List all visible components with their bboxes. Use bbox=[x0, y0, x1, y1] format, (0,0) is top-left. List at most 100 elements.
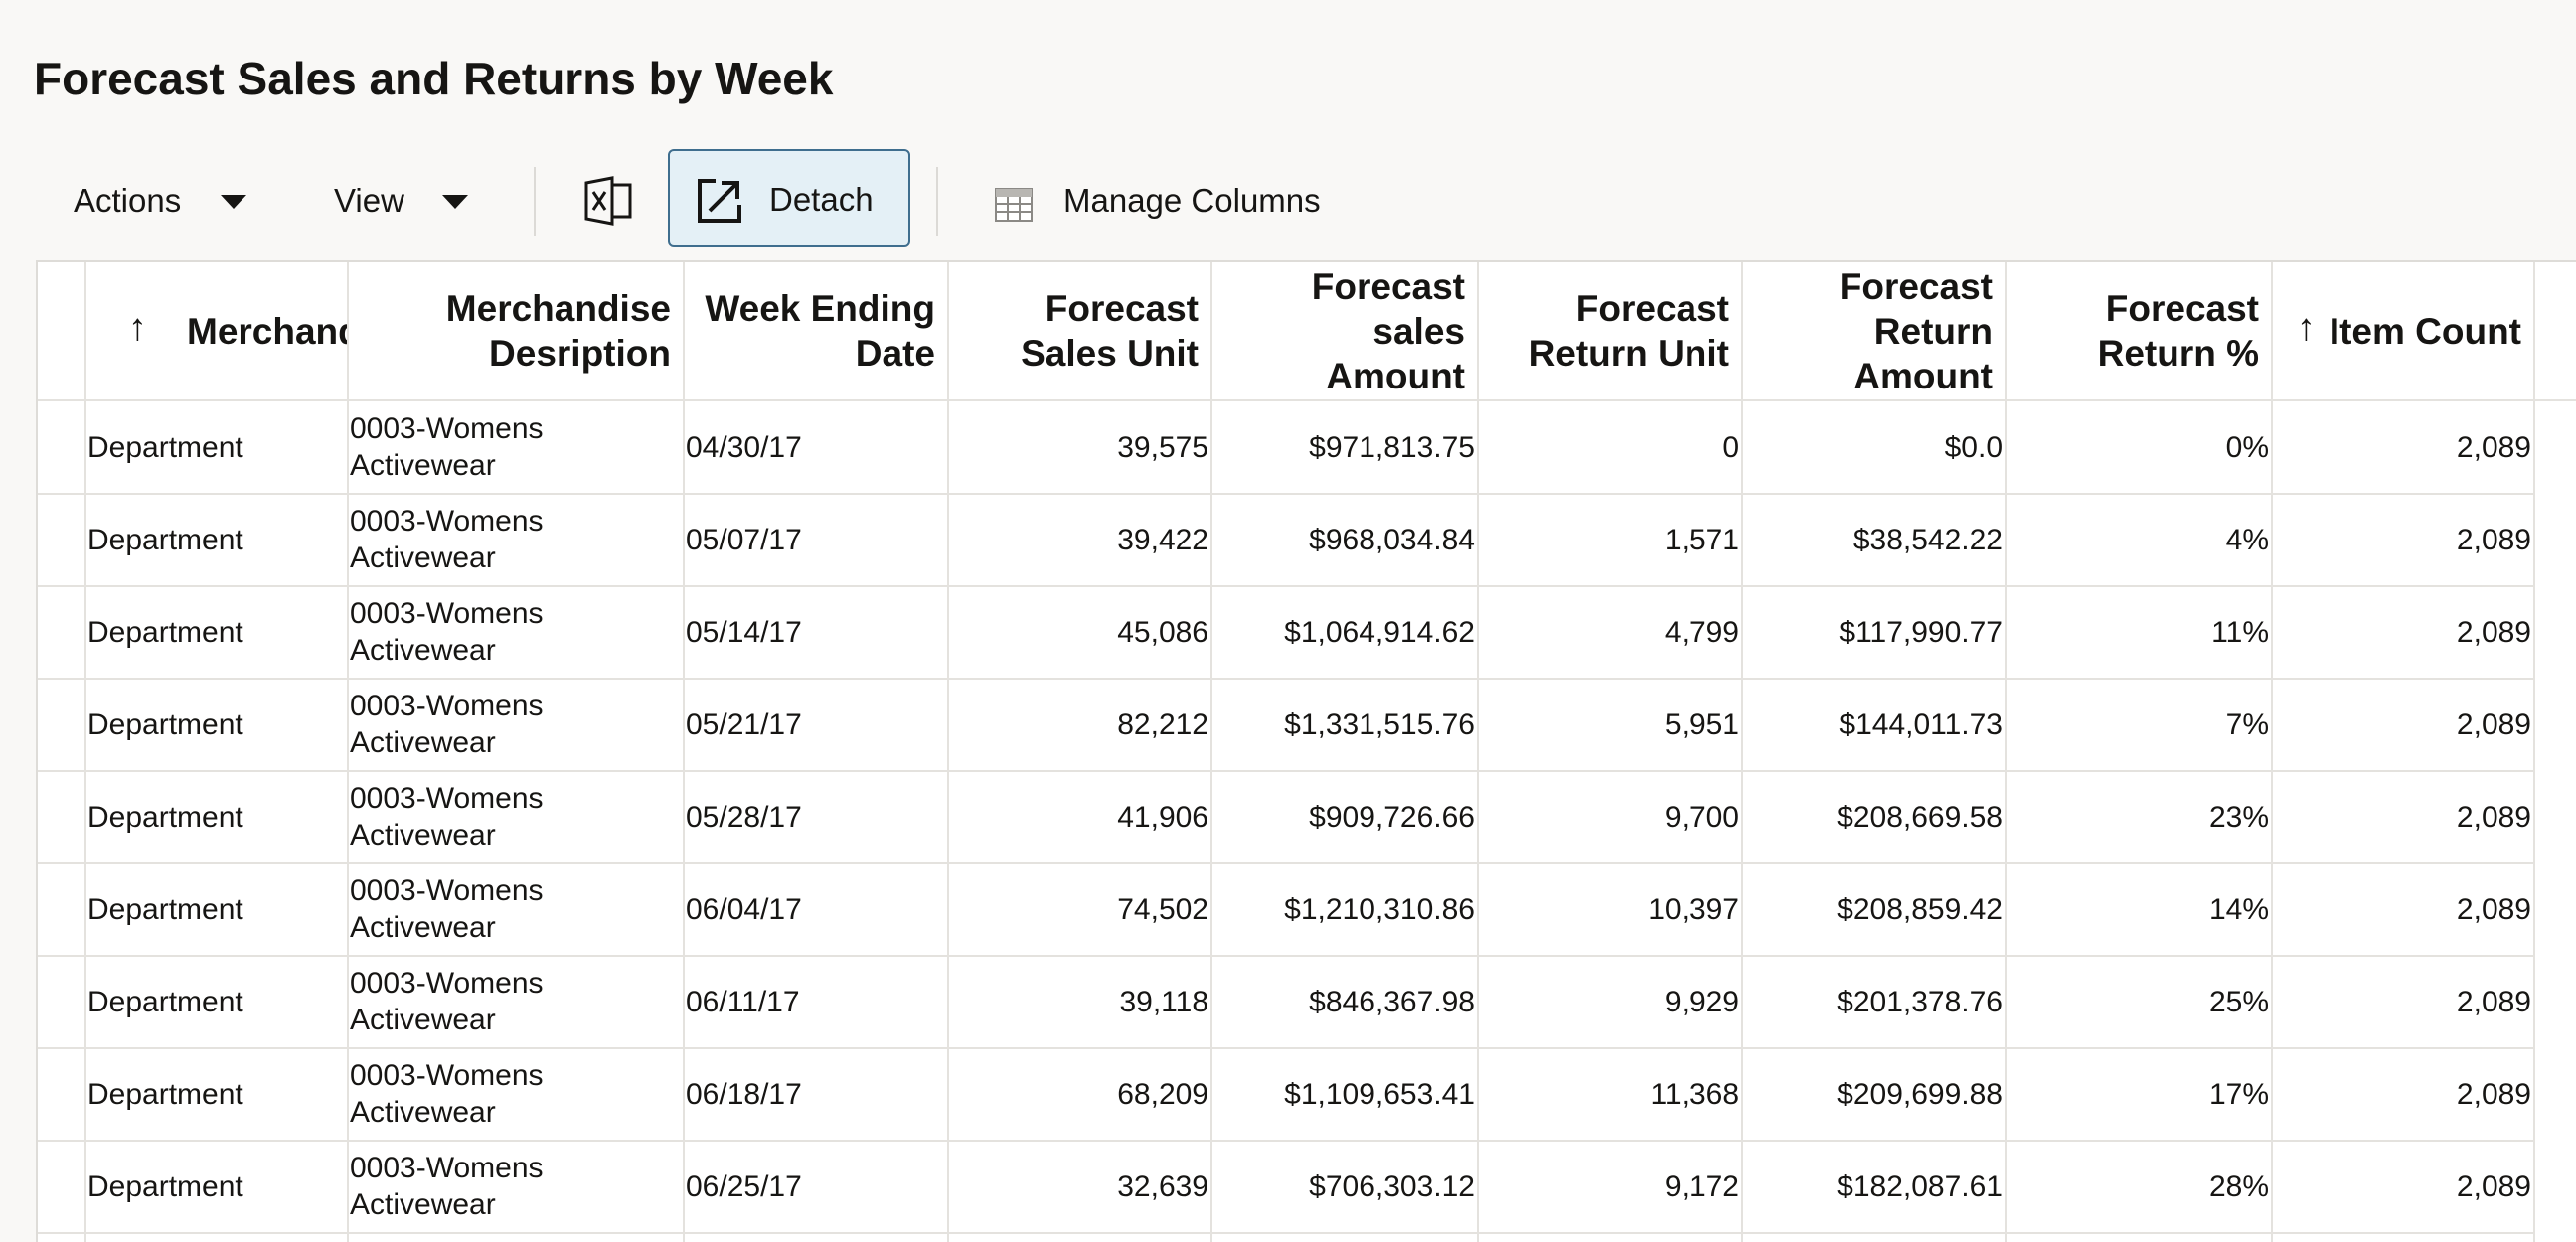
table-cell: 0 bbox=[1722, 430, 1739, 464]
row-border bbox=[38, 1232, 2535, 1234]
table-cell: Department bbox=[87, 615, 243, 649]
column-border bbox=[1741, 262, 1743, 1242]
table-cell: Department bbox=[87, 892, 243, 926]
table-cell: $182,087.61 bbox=[1837, 1169, 2003, 1203]
row-border bbox=[38, 770, 2535, 772]
table-cell: 14% bbox=[2208, 892, 2269, 926]
table-cell: 0003-Womens Activewear bbox=[350, 1152, 544, 1221]
table-cell: 45,086 bbox=[1117, 615, 1208, 649]
table-cell: $201,378.76 bbox=[1837, 985, 2003, 1018]
actions-caret[interactable] bbox=[221, 195, 246, 209]
table-cell: 39,118 bbox=[1119, 985, 1208, 1018]
row-border bbox=[38, 1140, 2535, 1142]
table-cell: $968,034.84 bbox=[1309, 523, 1475, 556]
sort-ascending-icon[interactable]: ↑ bbox=[2297, 307, 2316, 349]
table-cell: 0003-Womens Activewear bbox=[350, 412, 544, 482]
table-cell: 06/04/17 bbox=[686, 892, 802, 926]
row-border bbox=[38, 1047, 2535, 1049]
table-cell: $1,210,310.86 bbox=[1284, 892, 1475, 926]
table-cell: 11% bbox=[2211, 615, 2269, 649]
row-border bbox=[38, 585, 2535, 587]
column-header[interactable]: Forecast Return Unit bbox=[1481, 262, 1729, 399]
table-cell: 0% bbox=[2225, 430, 2269, 464]
table-cell: 04/30/17 bbox=[686, 430, 802, 464]
view-caret[interactable] bbox=[442, 195, 468, 209]
table-cell: $144,011.73 bbox=[1839, 707, 2003, 741]
row-border bbox=[38, 862, 2535, 864]
table-cell: $1,331,515.76 bbox=[1284, 707, 1475, 741]
table-cell: 25% bbox=[2208, 985, 2269, 1018]
table-cell: 1,571 bbox=[1664, 523, 1739, 556]
table-cell: 0003-Womens Activewear bbox=[350, 874, 544, 944]
column-header-text[interactable]: Forecast Return % bbox=[2097, 288, 2259, 374]
table-cell: 82,212 bbox=[1117, 707, 1208, 741]
column-header-text[interactable]: Week Ending Date bbox=[705, 288, 935, 374]
table-cell: $909,726.66 bbox=[1309, 800, 1475, 834]
column-border bbox=[347, 262, 349, 1242]
column-header[interactable]: Item Count bbox=[2275, 262, 2521, 399]
table-cell: 39,575 bbox=[1117, 430, 1208, 464]
column-border bbox=[2005, 262, 2007, 1242]
table-cell: $1,064,914.62 bbox=[1284, 615, 1475, 649]
table-cell: 2,089 bbox=[2456, 1169, 2531, 1203]
row-border bbox=[38, 678, 2535, 680]
table-cell: Department bbox=[87, 1077, 243, 1111]
row-border bbox=[38, 493, 2535, 495]
detach-button[interactable]: Detach bbox=[668, 149, 910, 247]
table-cell: 5,951 bbox=[1664, 707, 1739, 741]
sort-ascending-icon[interactable]: ↑ bbox=[128, 307, 147, 349]
column-header[interactable]: Forecast Return % bbox=[2009, 262, 2259, 399]
table-cell: $38,542.22 bbox=[1852, 523, 2003, 556]
column-header[interactable]: Forecast sales Amount bbox=[1214, 262, 1465, 399]
table-cell: 4% bbox=[2225, 523, 2269, 556]
table-cell: $0.0 bbox=[1944, 430, 2003, 464]
table-cell: 74,502 bbox=[1117, 892, 1208, 926]
actions-menu[interactable]: Actions bbox=[74, 182, 182, 219]
table-cell: 2,089 bbox=[2456, 800, 2531, 834]
table-cell: Department bbox=[87, 430, 243, 464]
table-cell: 9,700 bbox=[1664, 800, 1739, 834]
page-title: Forecast Sales and Returns by Week bbox=[34, 53, 834, 104]
column-header-text[interactable]: Merchandise Desription bbox=[445, 288, 671, 374]
column-header[interactable]: Week Ending Date bbox=[687, 262, 935, 399]
column-header-text[interactable]: Forecast Return Amount bbox=[1839, 265, 1993, 396]
table-cell: 39,422 bbox=[1117, 523, 1208, 556]
table-cell: Department bbox=[87, 985, 243, 1018]
detach-label[interactable]: Detach bbox=[769, 181, 874, 218]
manage-columns-button[interactable]: Manage Columns bbox=[1063, 182, 1321, 219]
column-header[interactable]: Merchandise Desription bbox=[351, 262, 671, 399]
column-border bbox=[683, 262, 685, 1242]
view-menu[interactable]: View bbox=[334, 182, 404, 219]
column-header-text[interactable]: Item Count bbox=[2329, 310, 2521, 352]
column-border bbox=[1210, 262, 1212, 1242]
table-cell: 10,397 bbox=[1648, 892, 1739, 926]
table-cell: $846,367.98 bbox=[1309, 985, 1475, 1018]
toolbar-separator bbox=[936, 167, 938, 236]
table-cell: Department bbox=[87, 800, 243, 834]
column-header-text[interactable]: Forecast Sales Unit bbox=[1021, 288, 1199, 374]
table-cell: 9,929 bbox=[1664, 985, 1739, 1018]
column-header[interactable]: Forecast Sales Unit bbox=[951, 262, 1199, 399]
detach-icon bbox=[698, 179, 741, 223]
table-cell: 11,368 bbox=[1650, 1077, 1739, 1111]
column-border bbox=[2271, 262, 2273, 1242]
table-cell: 05/21/17 bbox=[686, 707, 802, 741]
header-border bbox=[38, 399, 2576, 401]
toolbar-separator bbox=[534, 167, 536, 236]
column-header[interactable]: Merchandise Level bbox=[187, 262, 347, 399]
column-header-text[interactable]: Merchandise Level bbox=[187, 310, 347, 352]
table-cell: 06/11/17 bbox=[686, 985, 800, 1018]
table-cell: 05/28/17 bbox=[686, 800, 802, 834]
table-cell: 32,639 bbox=[1117, 1169, 1208, 1203]
column-header[interactable]: Forecast Return Amount bbox=[1745, 262, 1993, 399]
table-cell: Department bbox=[87, 1169, 243, 1203]
table-cell: 06/18/17 bbox=[686, 1077, 802, 1111]
export-excel-icon[interactable] bbox=[582, 175, 634, 227]
column-header-text[interactable]: Forecast sales Amount bbox=[1311, 265, 1465, 396]
table-cell: 2,089 bbox=[2456, 430, 2531, 464]
column-header-text[interactable]: Forecast Return Unit bbox=[1529, 288, 1729, 374]
table-cell: 2,089 bbox=[2456, 985, 2531, 1018]
manage-columns-icon[interactable] bbox=[994, 187, 1034, 223]
table-cell: Department bbox=[87, 523, 243, 556]
